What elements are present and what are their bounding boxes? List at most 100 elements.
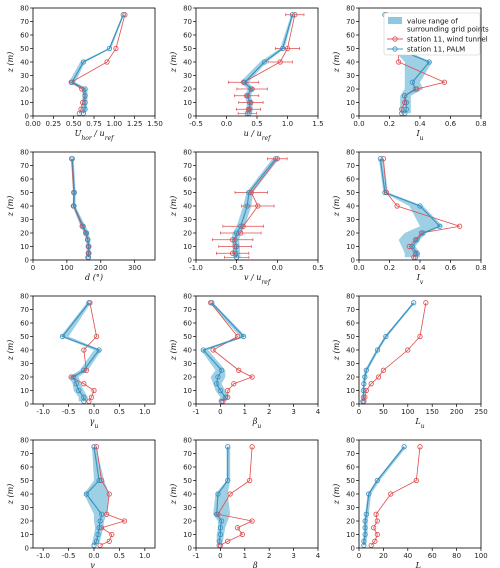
x-tick-label: 0.2	[384, 120, 395, 128]
y-tick-label: 60	[20, 176, 29, 184]
palm-point	[377, 156, 383, 162]
palm-point	[97, 518, 103, 524]
axes-frame	[195, 295, 319, 405]
palm-point	[246, 110, 252, 116]
wind-tunnel-point	[380, 156, 386, 162]
range-band	[83, 446, 110, 546]
palm-point	[240, 333, 247, 340]
y-tick-label: 20	[346, 230, 355, 238]
x-tick-label: 0	[357, 408, 361, 416]
y-tick-label: 80	[346, 437, 355, 445]
x-axis-label: βu	[252, 417, 262, 430]
palm-point	[82, 99, 88, 106]
x-axis-label: Iv	[416, 273, 424, 286]
palm-point	[409, 243, 415, 250]
legend-marker	[392, 36, 398, 42]
y-tick-label: 10	[20, 243, 29, 251]
subplot-12: 0 20 40 60 80 100 0 10 20 30 40 50 60 70 80 Lv z (m)	[332, 437, 488, 568]
palm-point	[409, 79, 415, 85]
y-tick-label: 30	[346, 360, 355, 368]
wind-tunnel-point	[97, 542, 103, 548]
x-axis-label: u / uref	[244, 129, 273, 142]
y-tick-label: 80	[183, 293, 192, 301]
x-tick-label: 0.5	[114, 408, 125, 416]
palm-point	[69, 156, 75, 162]
y-tick-label: 50	[20, 45, 29, 53]
x-tick-label: 0	[218, 408, 222, 416]
y-tick-label: 50	[183, 45, 192, 53]
palm-point	[361, 542, 367, 548]
y-tick-label: 60	[183, 464, 192, 472]
wind-tunnel-point	[93, 444, 100, 450]
x-tick-label: 0.25	[46, 120, 62, 128]
palm-point	[234, 254, 240, 260]
y-tick-label: 80	[20, 5, 29, 13]
range-band	[378, 158, 443, 258]
palm-point	[362, 518, 368, 524]
y-tick-label: 20	[346, 86, 355, 94]
x-tick-label: 0.50	[66, 120, 82, 128]
y-tick-label: 10	[183, 531, 192, 539]
y-tick-label: 10	[346, 243, 355, 251]
palm-point	[289, 12, 295, 18]
palm-point	[411, 300, 417, 306]
wind-tunnel-line	[217, 446, 254, 546]
wind-tunnel-point	[380, 367, 386, 373]
y-tick-label: 50	[346, 333, 355, 341]
y-tick-label: 10	[346, 387, 355, 395]
wind-tunnel-point	[274, 156, 280, 162]
wind-tunnel-point	[236, 367, 242, 373]
palm-point	[234, 230, 240, 236]
y-tick-label: 0	[188, 113, 192, 121]
y-tick-label: 70	[20, 162, 29, 170]
y-axis-label: z (m)	[332, 52, 341, 74]
y-tick-label: 30	[20, 72, 29, 80]
wind-tunnel-point	[234, 333, 241, 340]
wind-tunnel-point	[417, 444, 423, 450]
legend-marker	[392, 46, 398, 52]
palm-line	[234, 158, 277, 258]
wind-tunnel-point	[406, 243, 412, 250]
palm-point	[71, 374, 77, 380]
palm-point	[238, 223, 244, 229]
x-tick-label: 0.00	[25, 120, 41, 128]
wind-tunnel-point	[249, 374, 255, 380]
palm-point	[80, 110, 87, 116]
y-tick-label: 30	[183, 360, 192, 368]
y-tick-label: 70	[183, 162, 192, 170]
y-tick-label: 80	[346, 293, 355, 301]
palm-point	[420, 230, 426, 236]
wind-tunnel-point	[388, 491, 394, 497]
x-tick-label: 0	[218, 552, 222, 560]
wind-tunnel-point	[88, 394, 95, 400]
y-tick-label: 30	[346, 504, 355, 512]
x-tick-label: -0.5	[62, 552, 76, 560]
y-tick-label: 70	[20, 306, 29, 314]
palm-point	[225, 444, 231, 450]
wind-tunnel-point	[99, 525, 105, 531]
y-tick-label: 30	[346, 216, 355, 224]
x-tick-label: 1.5	[312, 120, 323, 128]
palm-point	[362, 525, 368, 531]
wind-tunnel-point	[383, 189, 390, 196]
y-tick-label: 40	[20, 491, 29, 499]
wind-tunnel-point	[371, 525, 377, 531]
x-tick-label: 1.0	[139, 408, 150, 416]
palm-point	[80, 59, 87, 65]
palm-point	[69, 79, 75, 85]
y-tick-label: 30	[20, 216, 29, 224]
range-band	[200, 302, 247, 402]
y-tick-label: 30	[20, 360, 29, 368]
palm-point	[280, 45, 286, 52]
y-tick-label: 10	[20, 99, 29, 107]
y-axis-label: z (m)	[169, 484, 178, 506]
y-tick-label: 60	[346, 320, 355, 328]
x-tick-label: 2	[267, 552, 271, 560]
x-tick-label: 0.5	[312, 264, 323, 272]
wind-tunnel-point	[234, 525, 241, 531]
palm-point	[219, 367, 225, 373]
x-tick-label: 100	[474, 552, 487, 560]
x-tick-label: 0	[31, 264, 35, 272]
y-tick-label: 70	[20, 18, 29, 26]
range-band	[60, 302, 102, 402]
